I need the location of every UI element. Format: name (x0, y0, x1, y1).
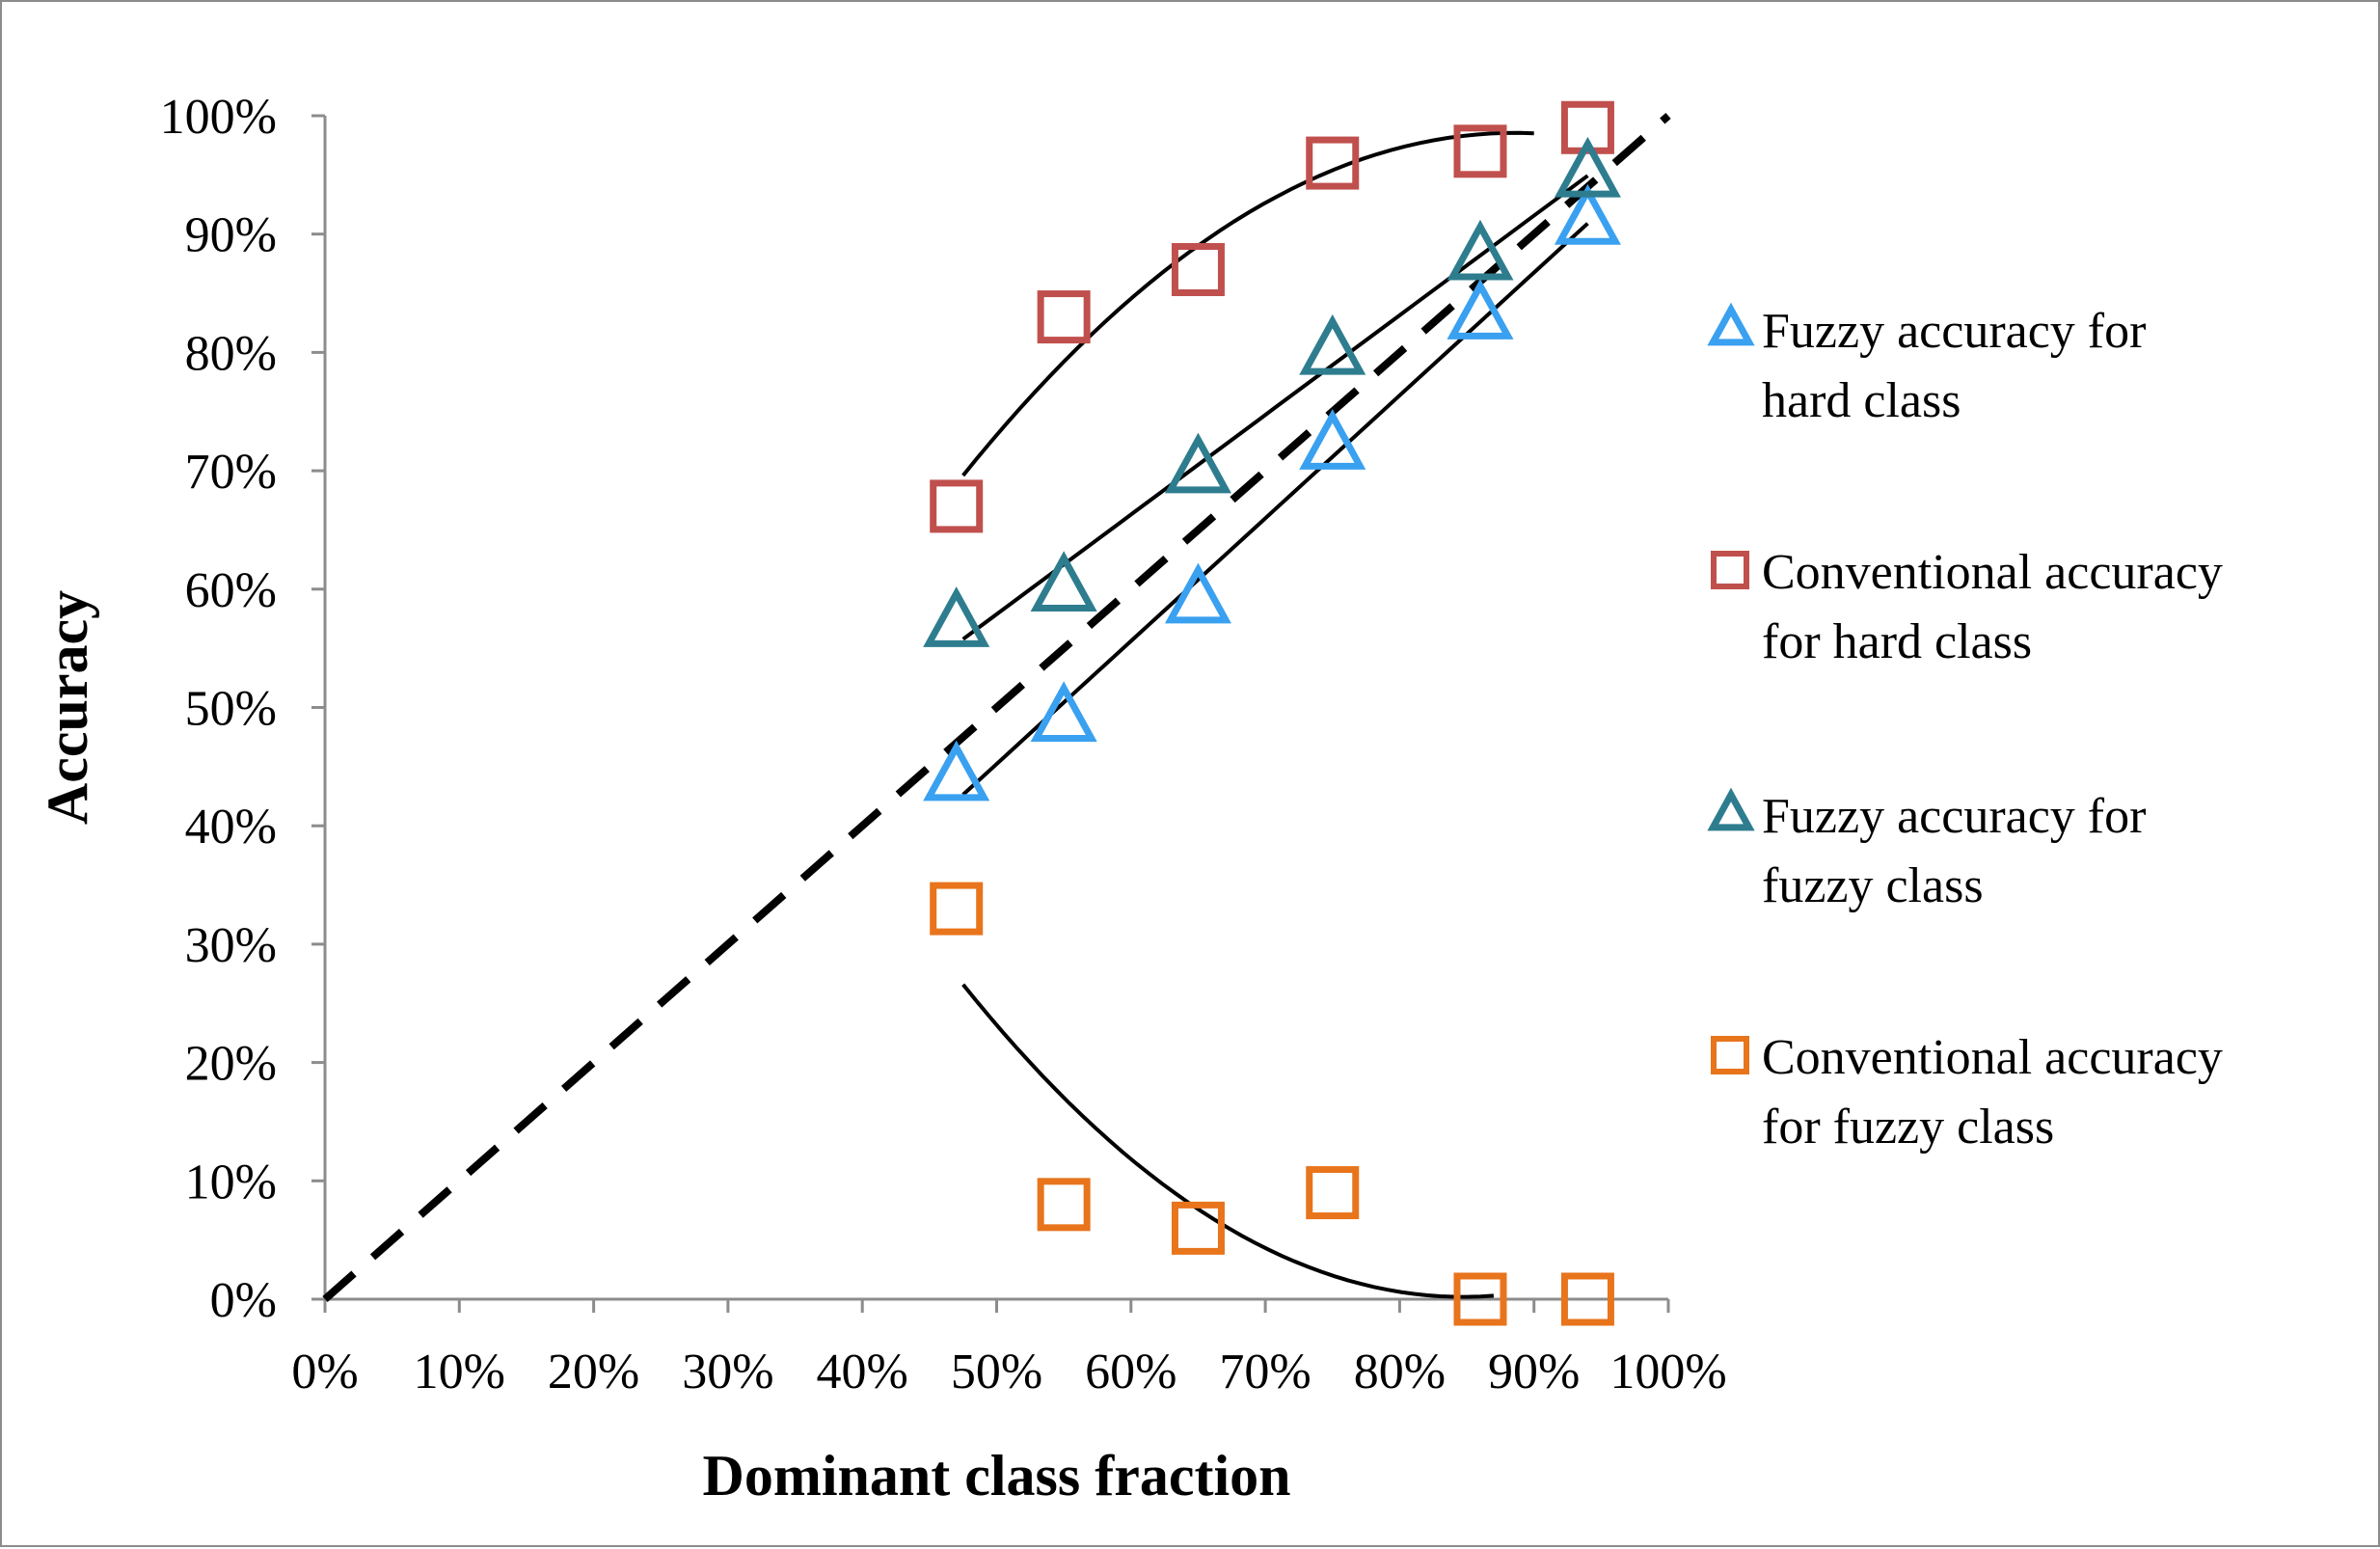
x-ticks: 0% 10% 20% 30% 40% 50% 60% 70% 80% 90% 100% (291, 1299, 1727, 1400)
x-tick-label: 30% (682, 1345, 773, 1400)
series-fuzzy-accuracy-for-hard-class (923, 183, 1621, 802)
y-tick-label: 10% (185, 1155, 277, 1209)
legend-marker (1711, 1036, 1749, 1074)
data-point (1554, 183, 1621, 245)
legend-label: hard class (1762, 373, 1961, 428)
data-point (1037, 1178, 1091, 1232)
legend-item: Conventional accuracy for hard class (1711, 545, 2223, 669)
x-tick-label: 80% (1354, 1345, 1446, 1400)
x-tick-label: 100% (1609, 1345, 1726, 1400)
x-tick-label: 60% (1085, 1345, 1176, 1400)
data-point (1171, 1201, 1225, 1255)
series-conventional-accuracy-for-fuzzy-class (930, 882, 1614, 1326)
x-tick-label: 10% (414, 1345, 505, 1400)
legend-label: for hard class (1762, 614, 2032, 669)
x-tick-label: 90% (1488, 1345, 1580, 1400)
y-tick-label: 80% (185, 326, 277, 381)
data-point (1299, 313, 1366, 375)
x-tick-label: 50% (951, 1345, 1042, 1400)
y-tick-label: 20% (185, 1037, 277, 1092)
x-axis-title: Dominant class fraction (703, 1444, 1291, 1508)
y-ticks: 0% 10% 20% 30% 40% 50% 60% 70% 80% 90% 100% (160, 90, 325, 1328)
legend-label: fuzzy class (1762, 858, 1984, 913)
y-tick-label: 90% (185, 208, 277, 263)
legend-label: for fuzzy class (1762, 1100, 2054, 1155)
y-tick-label: 70% (185, 445, 277, 500)
reference-line-group (322, 112, 1671, 1303)
data-point (1299, 409, 1366, 470)
legend-label: Fuzzy accuracy for (1762, 789, 2146, 844)
legend-label: Conventional accuracy (1762, 545, 2223, 600)
data-point (923, 740, 990, 802)
x-tick-label: 70% (1219, 1345, 1311, 1400)
data-point (1037, 290, 1091, 344)
y-tick-label: 50% (185, 682, 277, 737)
data-point (1030, 681, 1097, 743)
data-point (1447, 219, 1514, 281)
data-point (930, 479, 984, 533)
legend-item: Conventional accuracy for fuzzy class (1711, 1030, 2223, 1155)
reference-line (322, 112, 1671, 1303)
data-point (1030, 551, 1097, 612)
legend-marker (1707, 302, 1755, 346)
legend: Fuzzy accuracy for hard class Conventional… (1707, 302, 2223, 1155)
data-point (1164, 432, 1231, 494)
trendline (961, 983, 1495, 1299)
data-point (1306, 136, 1360, 190)
legend-item: Fuzzy accuracy for fuzzy class (1707, 787, 2146, 913)
data-point (1447, 279, 1514, 340)
series-fuzzy-accuracy-for-fuzzy-class (923, 136, 1621, 647)
data-point (1306, 1166, 1360, 1220)
axes: 0% 10% 20% 30% 40% 50% 60% 70% 80% 90% 100% 0% 10% 2… (36, 90, 1727, 1508)
data-point (930, 882, 984, 936)
data-point (1453, 1272, 1507, 1326)
data-points (923, 100, 1621, 1326)
y-tick-label: 100% (160, 90, 277, 145)
trendline (961, 130, 1534, 477)
x-tick-label: 40% (817, 1345, 908, 1400)
data-point (923, 586, 990, 647)
x-tick-label: 20% (548, 1345, 639, 1400)
legend-label: Fuzzy accuracy for (1762, 304, 2146, 359)
data-point (1560, 1272, 1614, 1326)
data-point (1453, 124, 1507, 178)
series-conventional-accuracy-for-hard-class (930, 100, 1614, 533)
y-tick-label: 0% (210, 1273, 277, 1328)
data-point (1164, 562, 1231, 624)
legend-label: Conventional accuracy (1762, 1030, 2223, 1085)
legend-marker (1707, 787, 1755, 831)
x-tick-label: 0% (291, 1345, 358, 1400)
y-tick-label: 40% (185, 800, 277, 855)
data-point (1554, 136, 1621, 198)
data-point (1171, 243, 1225, 297)
y-tick-label: 60% (185, 563, 277, 618)
legend-marker (1711, 551, 1749, 589)
legend-item: Fuzzy accuracy for hard class (1707, 302, 2146, 428)
y-tick-label: 30% (185, 918, 277, 973)
y-axis-title: Accuracy (36, 590, 99, 825)
